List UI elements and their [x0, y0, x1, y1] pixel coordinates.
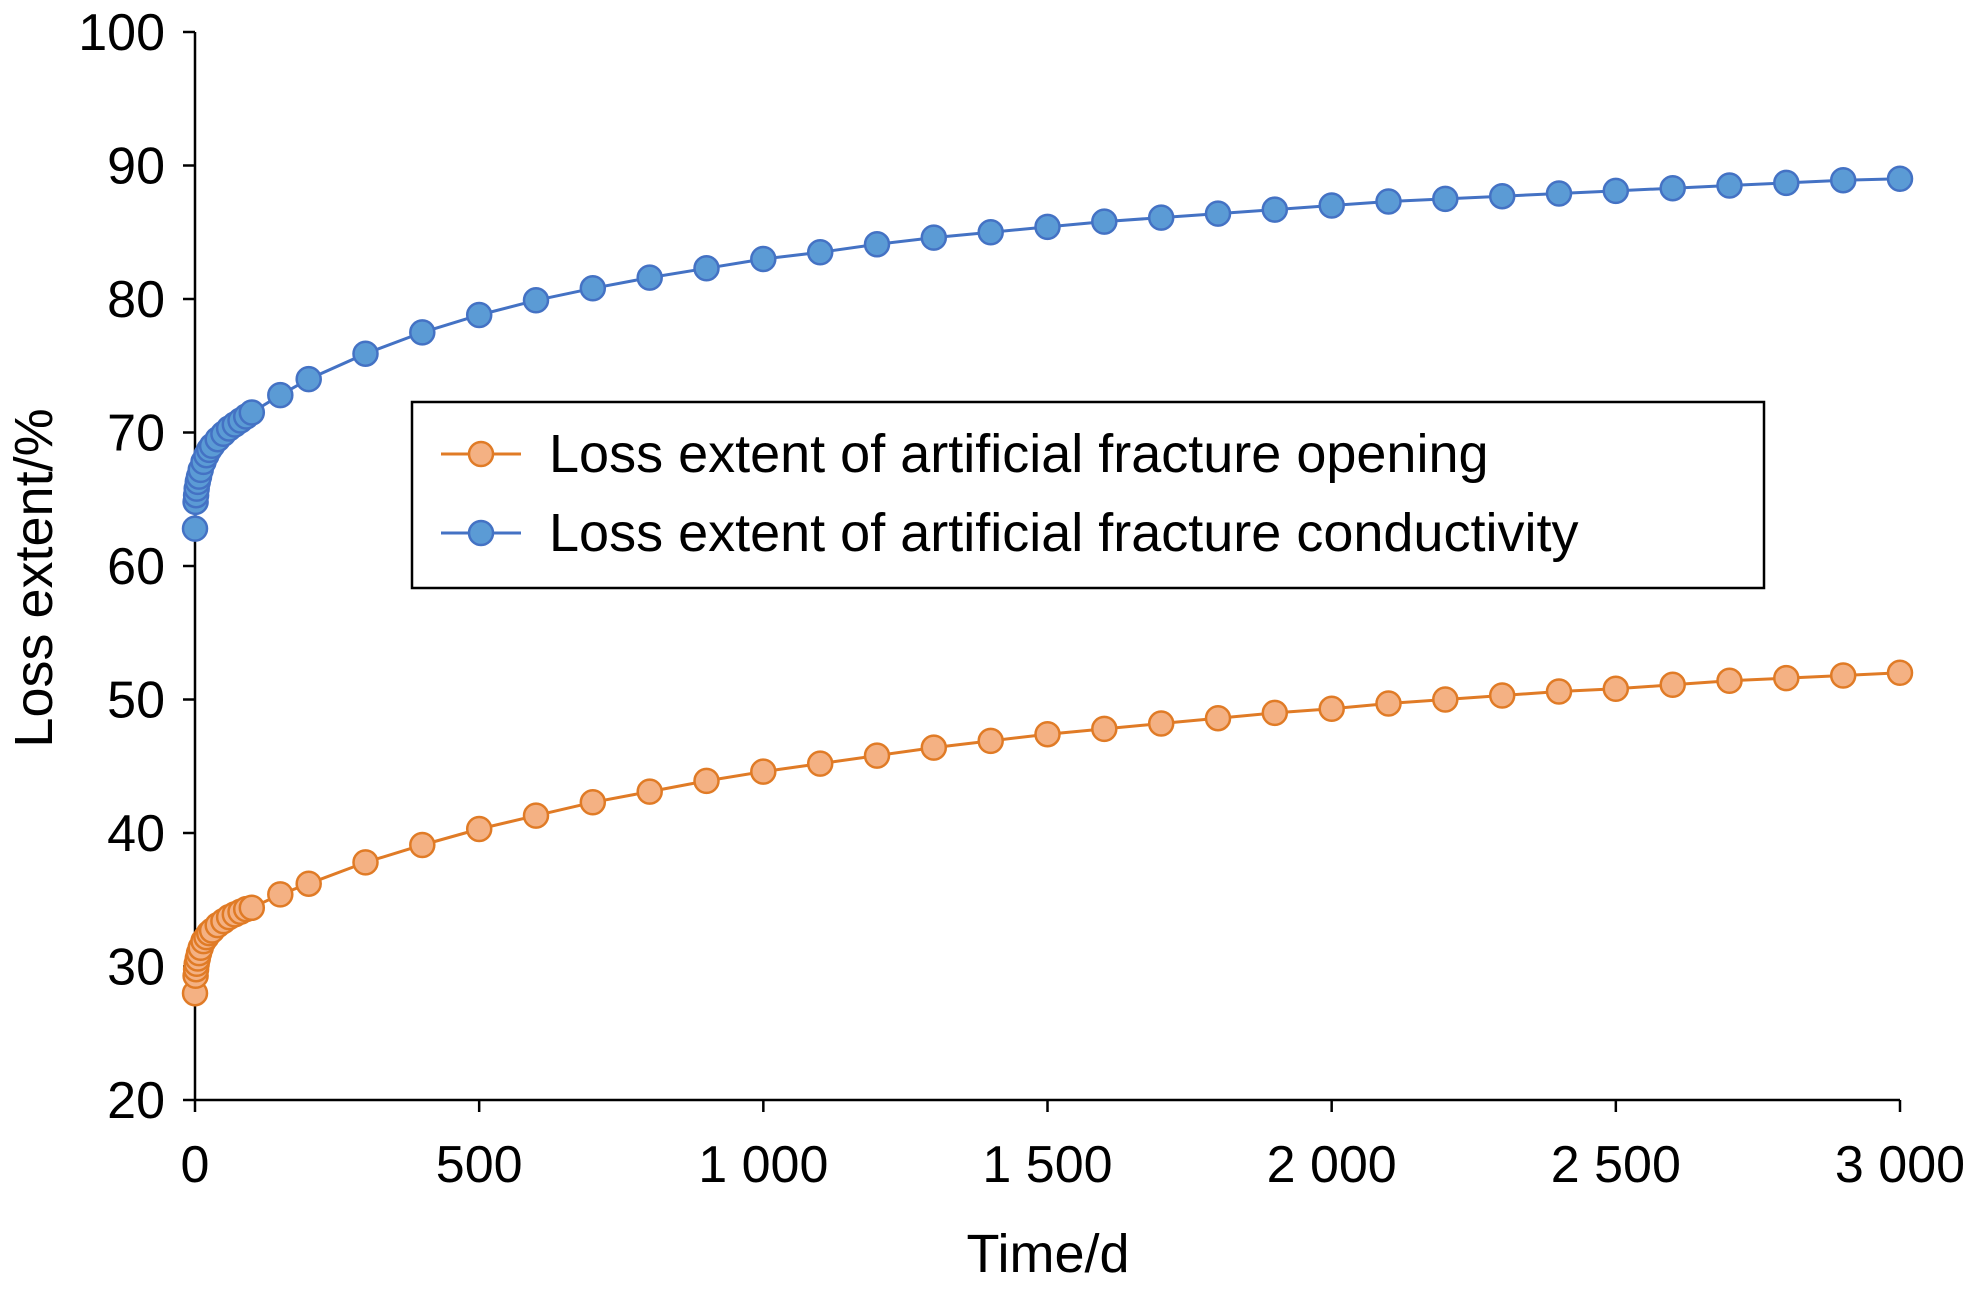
x-tick-label: 1 500 [982, 1136, 1112, 1194]
data-point [1602, 675, 1630, 703]
data-point [352, 849, 379, 876]
data-point [181, 515, 209, 542]
data-point [1261, 196, 1289, 223]
data-point [920, 224, 948, 251]
data-point [750, 245, 777, 273]
data-point [1886, 165, 1914, 193]
data-point [238, 894, 266, 922]
data-point [579, 789, 607, 816]
y-tick-label: 20 [107, 1072, 165, 1130]
y-tick-label: 70 [107, 405, 165, 463]
data-point [920, 734, 948, 761]
data-point [295, 365, 322, 393]
data-point [1773, 664, 1800, 692]
data-point [522, 802, 550, 829]
data-point [1091, 208, 1118, 235]
data-point [1716, 667, 1743, 695]
data-point [1091, 715, 1118, 743]
y-tick-label: 80 [107, 271, 165, 329]
data-point [465, 815, 493, 843]
legend-marker-opening [467, 440, 495, 468]
data-point [977, 727, 1004, 755]
data-point [1375, 690, 1402, 717]
data-point [693, 767, 720, 795]
data-point [1261, 699, 1289, 727]
x-tick-label: 1 000 [698, 1136, 828, 1194]
legend-frame [410, 400, 1766, 590]
data-point [1545, 180, 1573, 207]
series-1 [181, 165, 1914, 542]
y-tick-label: 90 [107, 138, 165, 196]
data-point [863, 231, 891, 258]
data-point [409, 319, 436, 346]
y-tick-label: 100 [78, 4, 165, 62]
data-point [465, 301, 493, 329]
data-point [1147, 710, 1175, 737]
data-point [1147, 204, 1175, 231]
data-point [295, 870, 322, 897]
data-point [1034, 213, 1061, 241]
data-point [1318, 695, 1345, 723]
data-point [693, 255, 720, 282]
data-point [1204, 200, 1232, 227]
data-point [352, 340, 379, 367]
data-point [1488, 182, 1516, 210]
data-point [267, 881, 294, 908]
data-point [1886, 659, 1914, 687]
data-point [1716, 172, 1743, 199]
data-point [1318, 192, 1345, 219]
data-point [636, 264, 663, 291]
legend-label-opening: Loss extent of artificial fracture openi… [549, 424, 1489, 484]
data-point [1659, 671, 1686, 699]
data-point [267, 381, 294, 409]
data-point [1432, 686, 1459, 713]
data-point [1375, 188, 1402, 215]
data-point [1034, 720, 1061, 748]
data-point [806, 239, 834, 266]
data-point [1602, 177, 1630, 205]
x-tick-label: 2 500 [1551, 1136, 1681, 1194]
data-point [1488, 682, 1516, 709]
axes: 0 500 1 000 1 500 2 000 2 500 3 000 20 30 40 50 60 7… [78, 4, 1965, 1194]
data-point [1204, 704, 1232, 732]
data-point [806, 750, 834, 777]
data-point [1773, 169, 1800, 197]
data-point [1432, 185, 1459, 213]
x-tick-label: 0 [181, 1136, 210, 1194]
y-tick-label: 60 [107, 538, 165, 596]
x-axis-title: Time/d [966, 1224, 1129, 1284]
legend: Loss extent of artificial fracture openi… [410, 400, 1766, 590]
data-point [522, 287, 550, 314]
data-point [1659, 174, 1686, 202]
data-point [977, 219, 1004, 246]
legend-marker-conductivity [467, 519, 495, 547]
legend-label-conductivity: Loss extent of artificial fracture condu… [549, 503, 1578, 563]
data-point [636, 778, 663, 805]
series-0 [181, 659, 1914, 1007]
y-tick-label: 50 [107, 672, 165, 730]
data-point [863, 742, 891, 769]
y-tick-label: 40 [107, 805, 165, 863]
data-point [1829, 662, 1857, 689]
y-axis-title: Loss extent/% [4, 408, 64, 747]
data-point [750, 758, 777, 785]
series-line [193, 671, 1901, 994]
series-group [181, 165, 1914, 1007]
x-tick-label: 3 000 [1835, 1136, 1965, 1194]
data-point [238, 399, 266, 426]
x-tick-label: 2 000 [1267, 1136, 1397, 1194]
data-point [1829, 166, 1857, 194]
data-point [1545, 678, 1573, 705]
x-tick-label: 500 [436, 1136, 523, 1194]
data-point [409, 831, 436, 859]
data-point [579, 275, 607, 302]
y-tick-label: 30 [107, 939, 165, 997]
